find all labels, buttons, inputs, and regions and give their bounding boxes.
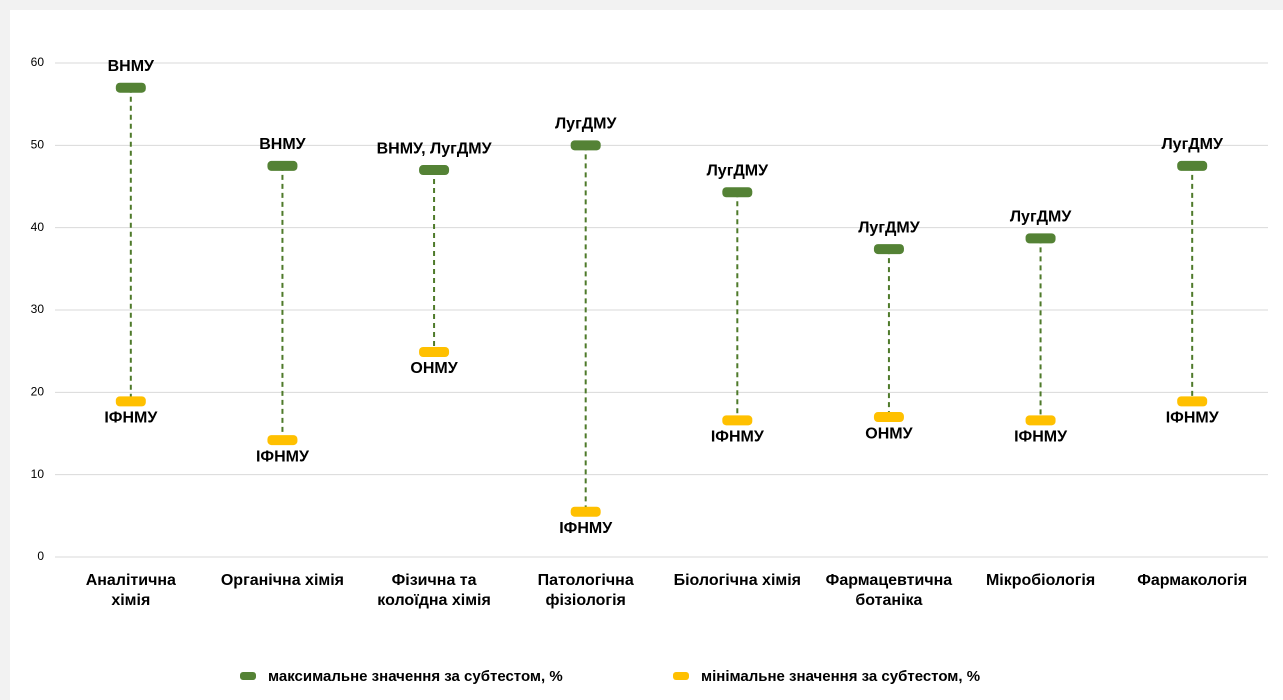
y-tick-label: 10: [31, 467, 45, 481]
chart: 0 10 20 30 40 50 60 ВНМУ ВНМУ ВНМУ, ЛугДМУ ЛугДМУ Л…: [31, 55, 1268, 685]
point-label: ЛугДМУ: [858, 219, 921, 236]
point-label: ІФНМУ: [1166, 410, 1220, 427]
y-tick-label: 30: [31, 302, 45, 316]
point-label: ВНМУ: [259, 136, 306, 153]
x-tick-label: Органічна хімія: [220, 572, 345, 589]
legend-label: максимальне значення за субтестом, %: [268, 668, 563, 685]
point-label: ОНМУ: [410, 360, 458, 377]
x-tick-label: Фармакологія: [1137, 572, 1248, 589]
marker: [1025, 233, 1056, 244]
y-tick-label: 0: [37, 549, 44, 563]
marker: [873, 244, 904, 255]
marker: [267, 435, 298, 446]
point-label: ІФНМУ: [1014, 429, 1068, 446]
legend-marker: [673, 672, 689, 680]
point-label: ІФНМУ: [711, 429, 765, 446]
legend-marker: [240, 672, 256, 680]
chart-panel: 0 10 20 30 40 50 60 ВНМУ ВНМУ ВНМУ, ЛугДМУ ЛугДМУ Л…: [10, 10, 1283, 700]
marker: [419, 165, 450, 176]
marker: [419, 346, 450, 357]
marker: [570, 506, 601, 517]
x-tick-label: Мікробіологія: [985, 572, 1096, 589]
point-label: ЛугДМУ: [555, 116, 618, 133]
point-label: ІФНМУ: [559, 520, 613, 537]
y-tick-label: 40: [31, 220, 45, 234]
point-label: ОНМУ: [865, 425, 913, 442]
marker: [1177, 396, 1208, 407]
marker: [115, 82, 146, 93]
y-tick-label: 60: [31, 55, 45, 69]
point-label: ІФНМУ: [256, 448, 310, 465]
marker: [1025, 415, 1056, 426]
point-label: ЛугДМУ: [1010, 209, 1073, 226]
y-tick-label: 50: [31, 138, 45, 152]
point-label: ВНМУ: [108, 58, 155, 75]
point-label: ІФНМУ: [104, 410, 158, 427]
x-tick-label: Аналітична хімія: [85, 572, 176, 609]
x-tick-label: Фізична та колоїдна хімія: [377, 572, 491, 609]
legend-label: мінімальне значення за субтестом, %: [701, 668, 980, 685]
marker: [873, 412, 904, 423]
x-tick-label: Патологічна фізіологія: [537, 572, 634, 609]
point-label: ВНМУ, ЛугДМУ: [377, 140, 493, 157]
marker: [115, 396, 146, 407]
x-tick-label: Фармацевтична ботаніка: [825, 572, 953, 609]
marker: [570, 140, 601, 151]
marker: [722, 187, 753, 198]
x-tick-label: Біологічна хімія: [673, 572, 802, 589]
point-label: ЛугДМУ: [707, 162, 770, 179]
point-label: ЛугДМУ: [1161, 136, 1224, 153]
y-tick-label: 20: [31, 385, 45, 399]
marker: [1177, 160, 1208, 171]
marker: [267, 160, 298, 171]
marker: [722, 415, 753, 426]
